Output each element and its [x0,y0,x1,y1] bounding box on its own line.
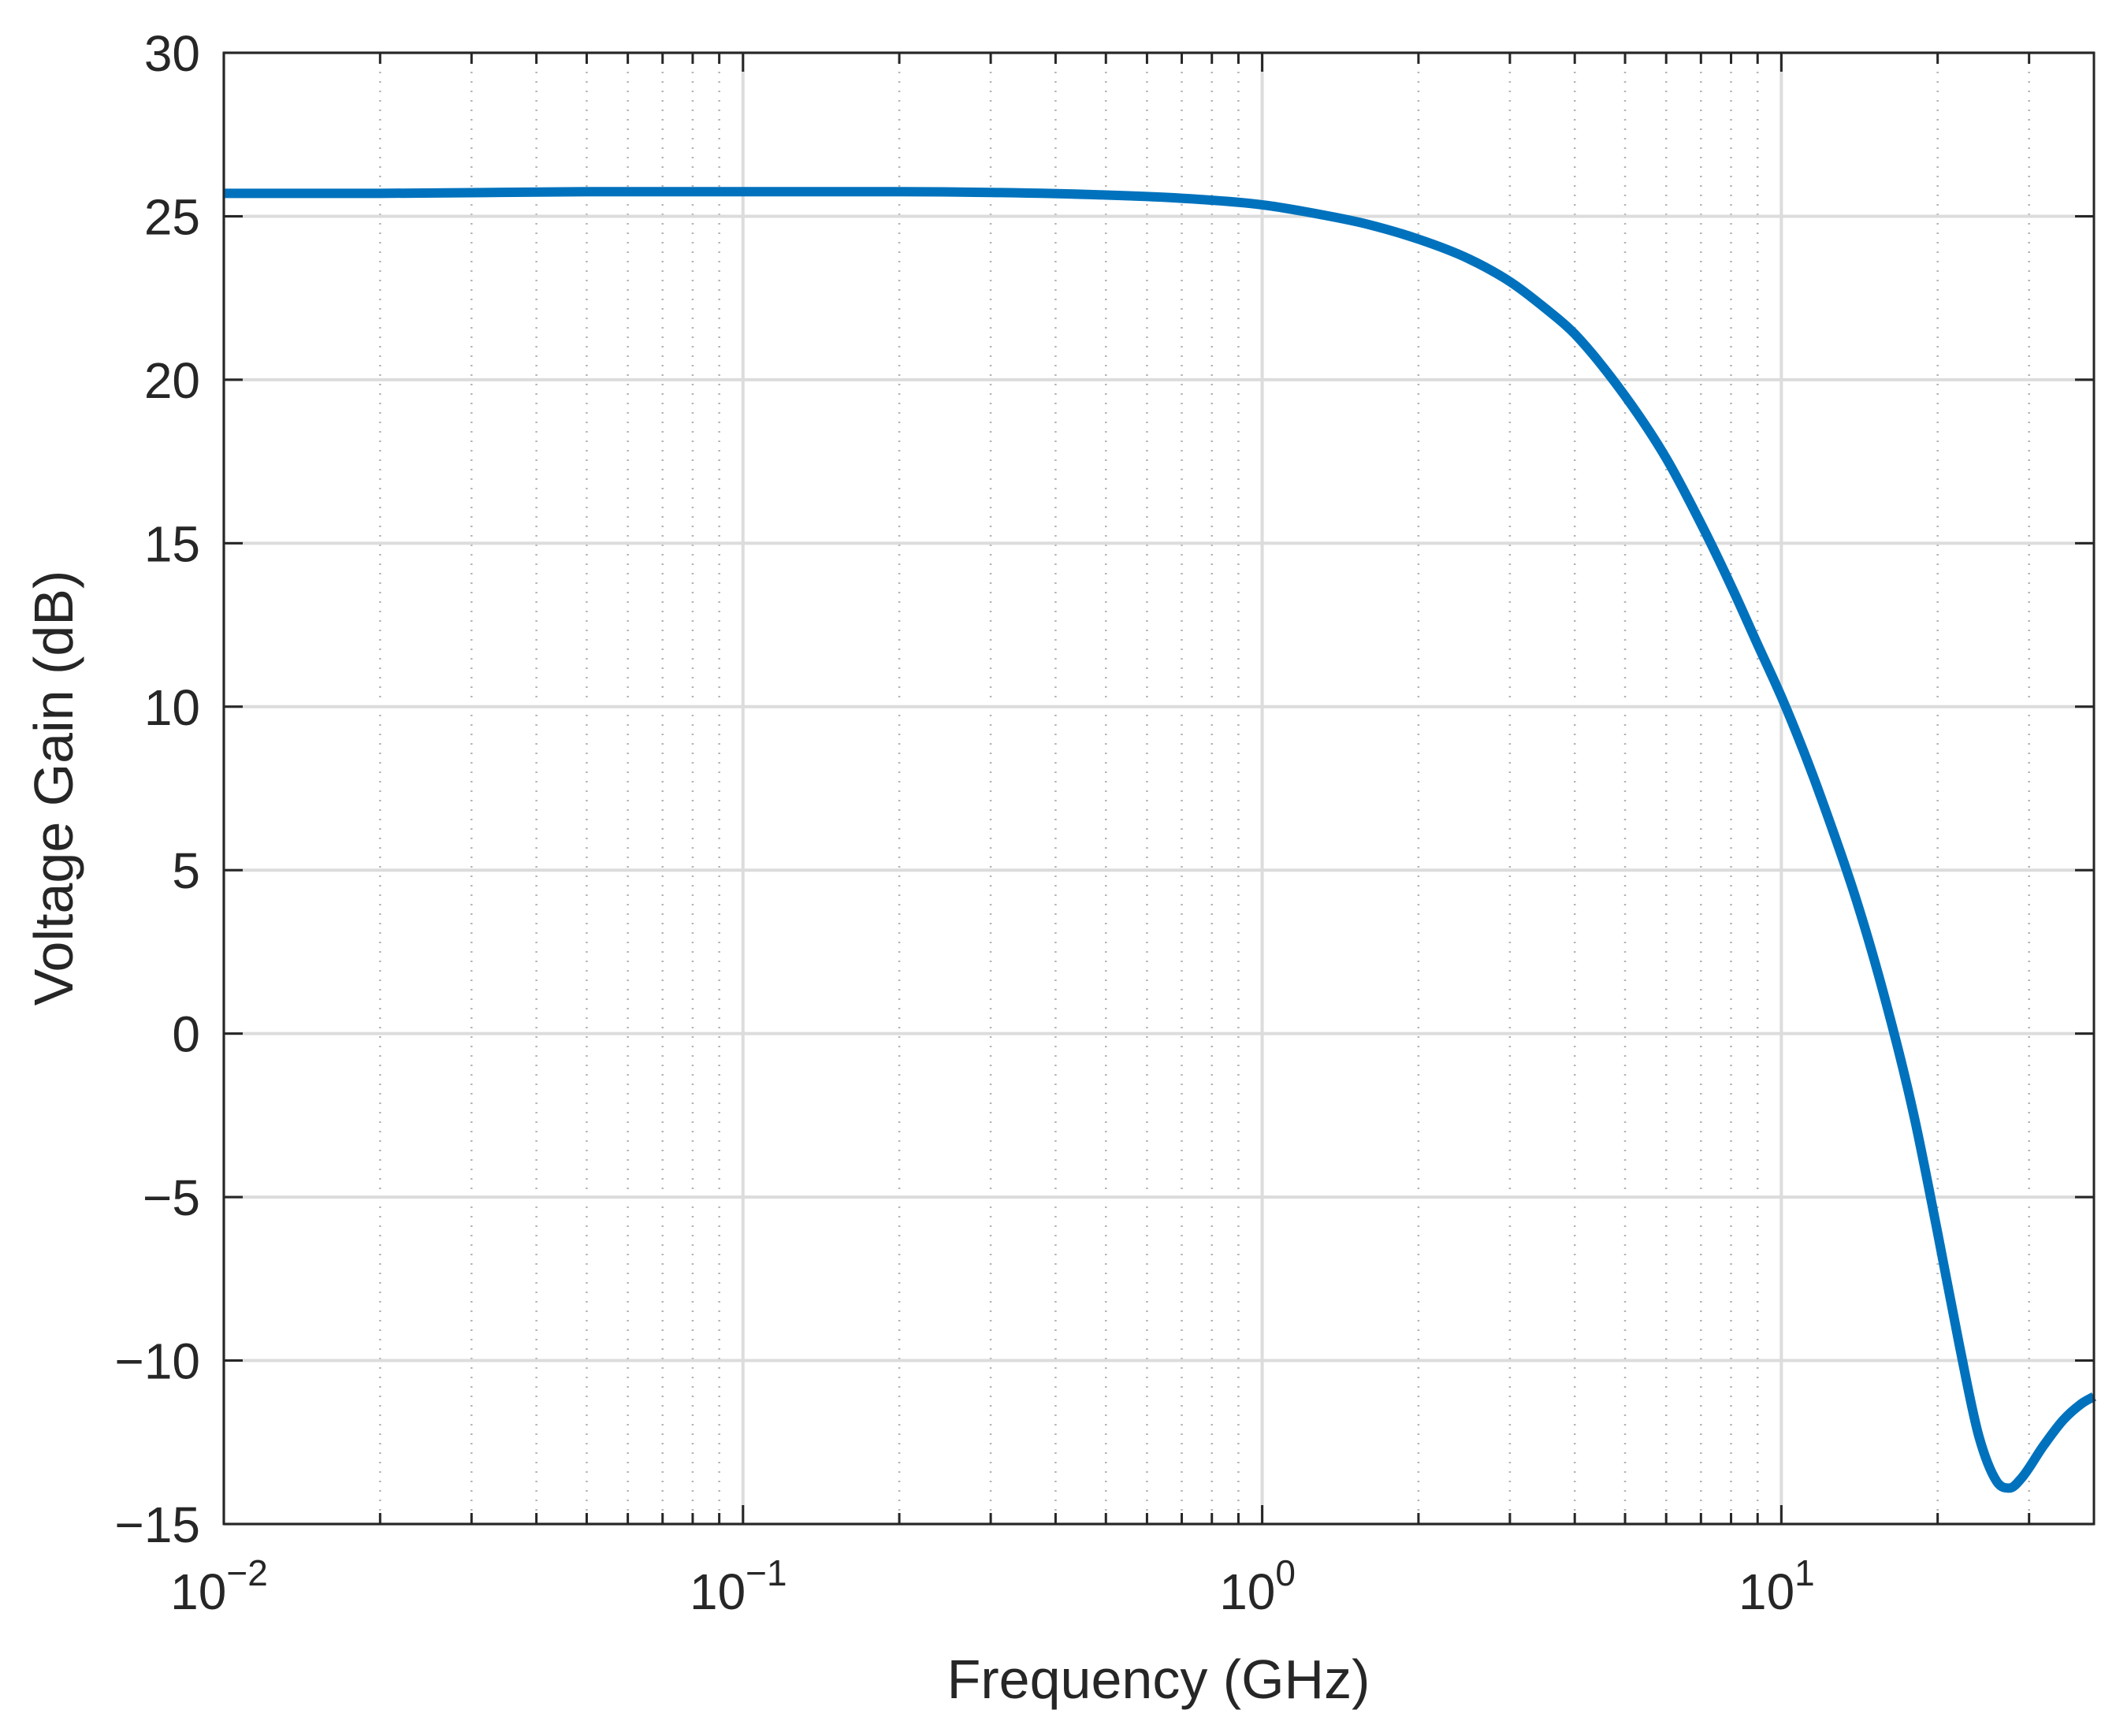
y-tick-label: 25 [144,188,200,245]
y-tick-label: 15 [144,515,200,572]
y-tick-label: 0 [172,1006,200,1063]
x-axis-title: Frequency (GHz) [947,1649,1370,1710]
y-tick-label: −5 [143,1169,200,1226]
y-axis-title: Voltage Gain (dB) [23,571,84,1006]
y-tick-label: 5 [172,842,200,899]
axes-box [222,51,2096,1526]
y-tick-label: 30 [144,25,200,82]
x-tick-label: 10−2 [170,1552,268,1620]
y-tick-label: 10 [144,679,200,736]
x-tick-label: 10−1 [690,1552,787,1620]
y-tick-label: −10 [114,1333,200,1390]
y-tick-labels: 30 25 20 15 10 5 0 −5 −10 −15 [114,25,200,1553]
y-tick-label: −15 [114,1496,200,1553]
tick-marks [222,51,2096,1526]
x-tick-labels: 10−2 10−1 100 101 [170,1552,1815,1620]
x-tick-label: 100 [1219,1552,1296,1620]
series-line-voltage-gain [224,187,2096,1493]
y-tick-label: 20 [144,352,200,409]
series-layer [224,187,2096,1493]
x-tick-label: 101 [1739,1552,1815,1620]
